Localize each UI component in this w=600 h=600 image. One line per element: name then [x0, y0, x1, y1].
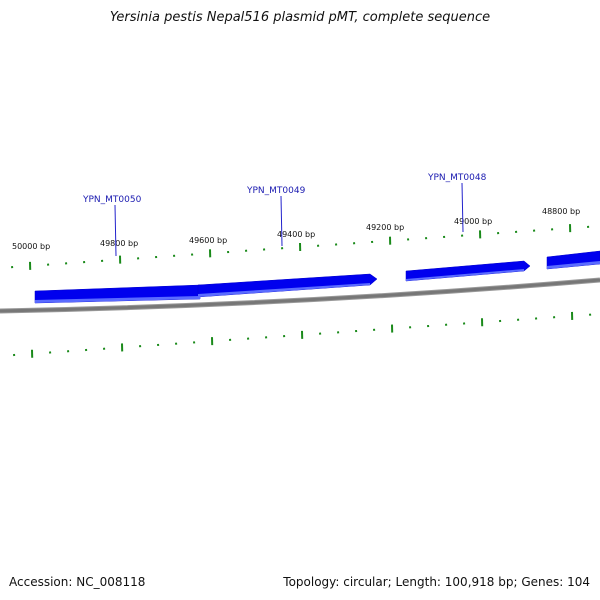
topology-summary: Topology: circular; Length: 100,918 bp; … — [283, 575, 590, 589]
lower-tick-track — [13, 311, 592, 358]
gene-arrow-2-rim — [198, 283, 370, 297]
accession-label: Accession: NC_008118 — [9, 575, 146, 589]
gene-label: YPN_MT0049 — [246, 186, 306, 196]
gene-arrow-3-rim — [406, 269, 524, 281]
position-label: 49800 bp — [100, 239, 138, 248]
plasmid-backbone — [0, 277, 600, 314]
map-title: Yersinia pestis Nepal516 plasmid pMT, co… — [109, 10, 491, 25]
gene-labels: YPN_MT0050 YPN_MT0049 YPN_MT0048 — [82, 173, 487, 257]
position-label: 48800 bp — [542, 207, 580, 216]
gene-track — [34, 250, 600, 304]
position-label: 50000 bp — [12, 242, 50, 251]
position-label: 49400 bp — [277, 230, 315, 239]
gene-label-leader — [461, 182, 464, 233]
position-label: 49200 bp — [366, 223, 404, 232]
gene-label: YPN_MT0050 — [82, 195, 142, 205]
gene-label: YPN_MT0048 — [427, 173, 487, 183]
gene-label-leader — [114, 204, 117, 257]
gene-label-leader — [280, 195, 283, 247]
gene-arrow-4-rim — [547, 261, 600, 269]
position-label: 49600 bp — [189, 236, 227, 245]
backbone-arc — [0, 278, 600, 313]
position-labels: 50000 bp 49800 bp 49600 bp 49400 bp 49200 bp… — [12, 207, 580, 251]
upper-tick-track — [11, 224, 590, 270]
position-label: 49000 bp — [454, 217, 492, 226]
gene-arrow-1-rim — [35, 296, 200, 303]
